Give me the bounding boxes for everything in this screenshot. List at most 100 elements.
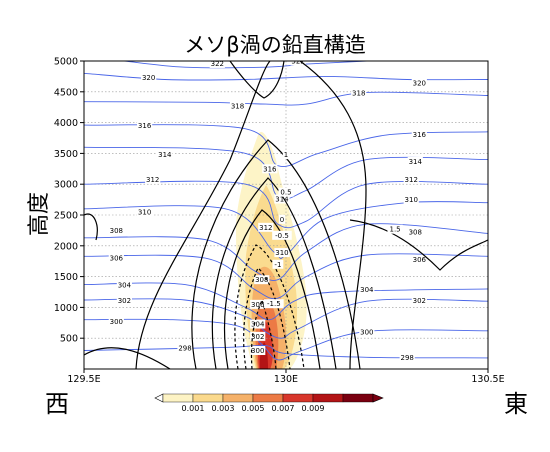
- theta-label-316-bg: [411, 129, 427, 139]
- theta-label-314: 314: [158, 151, 172, 159]
- colorbar-segment: [312, 393, 344, 403]
- theta-contour-306: [84, 253, 488, 300]
- y-tick-label: 4500: [54, 87, 78, 98]
- theta-label-304-bg: [359, 285, 375, 295]
- theta-label-310: 310: [405, 196, 418, 204]
- vorticity-contour-3: [223, 209, 321, 369]
- theta-label-310-bg: [274, 248, 290, 258]
- vorticity-label-0.5-bg: [278, 187, 294, 197]
- vorticity-contours: -1.5 -1 -0.5 0 0.5 1 1.5: [84, 61, 488, 369]
- theta-label-314-bg: [274, 194, 290, 204]
- theta-label-302-bg: [116, 296, 132, 306]
- vorticity-contour-6: [135, 61, 271, 369]
- vorticity-contour-7: [299, 61, 367, 369]
- theta-label-298: 298: [401, 354, 414, 362]
- theta-label-314-bg: [407, 156, 423, 166]
- vorticity-label-1.5: 1.5: [390, 226, 401, 234]
- theta-label-306-bg: [250, 299, 266, 309]
- y-axis: 500 1000 1500 2000 2500 3000 3500 4000 4500 5000: [54, 57, 84, 345]
- theta-contour-302: [84, 298, 488, 339]
- vorticity-label-0.5: 0.5: [280, 189, 291, 197]
- theta-contour-318: [84, 91, 488, 106]
- x-tick-label: 130E: [274, 374, 298, 385]
- vorticity-label-1: 1: [284, 151, 288, 159]
- theta-label-304: 304: [251, 321, 265, 329]
- vorticity-contour-11: [84, 213, 98, 241]
- vorticity-contour-1: [243, 267, 291, 369]
- theta-contour-312: [84, 180, 488, 229]
- theta-label-298-bg: [399, 352, 415, 362]
- y-tick-label: 500: [60, 334, 78, 345]
- colorbar-segment: [192, 393, 224, 403]
- theta-label-322: 322: [211, 60, 224, 68]
- theta-label-318: 318: [231, 102, 244, 110]
- theta-label-320-bg: [411, 78, 427, 88]
- vorticity-contour-5: [191, 139, 361, 369]
- theta-label-312-bg: [258, 222, 274, 232]
- colorbar-segment: [342, 393, 374, 403]
- colorbar: 0.001 0.003 0.005 0.007 0.009: [154, 393, 384, 413]
- theta-label-314: 314: [275, 195, 289, 203]
- y-tick-label: 2000: [54, 241, 78, 252]
- vorticity-label--1-bg: [272, 259, 284, 269]
- vorticity-label-1-bg: [282, 150, 290, 160]
- colorbar-label: 0.009: [302, 404, 325, 413]
- y-axis-label: 高度: [27, 192, 52, 236]
- theta-label-310-bg: [403, 195, 419, 205]
- y-tick-label: 3500: [54, 149, 78, 160]
- theta-label-314-bg: [157, 150, 173, 160]
- theta-label-302: 302: [251, 333, 264, 341]
- colorbar-label: 0.001: [182, 404, 205, 413]
- theta-label-308: 308: [110, 227, 123, 235]
- east-label: 東: [504, 390, 528, 418]
- theta-label-300-bg: [108, 317, 124, 327]
- vorticity-label--1: -1: [274, 261, 281, 269]
- theta-label-322-bg: [209, 61, 225, 68]
- theta-label-316: 316: [263, 165, 277, 173]
- theta-label-306-bg: [108, 253, 124, 263]
- theta-label-316-bg: [137, 121, 153, 131]
- theta-label-316: 316: [138, 122, 152, 130]
- theta-label-306: 306: [251, 301, 265, 309]
- theta-label-312: 312: [146, 176, 159, 184]
- theta-label-308: 308: [409, 229, 422, 237]
- theta-label-304-bg: [116, 280, 132, 290]
- vorticity-contour-10: [229, 61, 285, 99]
- colorbar-segment: [282, 393, 314, 403]
- theta-label-312-bg: [403, 174, 419, 184]
- vorticity-label-1.5-bg: [387, 224, 403, 234]
- colorbar-label: 0.007: [272, 404, 295, 413]
- colorbar-label: 0.005: [242, 404, 265, 413]
- colorbar-high-arrow: [372, 393, 384, 403]
- theta-label-300-bg: [250, 346, 266, 356]
- theta-label-310: 310: [275, 249, 288, 257]
- theta-label-318-bg: [351, 88, 367, 98]
- x-tick-label: 129.5E: [67, 374, 100, 385]
- y-tick-label: 5000: [54, 57, 78, 68]
- theta-label-302: 302: [413, 297, 426, 305]
- vorticity-contour-8: [84, 347, 171, 369]
- theta-label-304: 304: [360, 286, 374, 294]
- theta-label-320-bg: [141, 73, 157, 83]
- colorbar-segment: [252, 393, 284, 403]
- theta-label-298: 298: [178, 345, 191, 353]
- theta-label-320: 320: [142, 74, 155, 82]
- theta-label-300-bg: [359, 327, 375, 337]
- vorticity-contour-9: [349, 219, 488, 271]
- vorticity-label-0-bg: [278, 214, 286, 224]
- theta-label-308-bg: [108, 225, 124, 235]
- y-tick-label: 2500: [54, 211, 78, 222]
- theta-label-304-bg: [250, 319, 266, 329]
- vorticity-label-0: 0: [280, 216, 284, 224]
- theta-label-306: 306: [110, 255, 124, 263]
- theta-label-300: 300: [360, 329, 373, 337]
- y-tick-label: 1000: [54, 303, 78, 314]
- theta-label-312: 312: [259, 224, 272, 232]
- vorticity-contour-4: [211, 177, 337, 369]
- theta-label-298-bg: [177, 343, 193, 353]
- theta-label-318: 318: [352, 90, 365, 98]
- theta-label-300: 300: [251, 347, 264, 355]
- vorticity-contour-0: [250, 298, 277, 369]
- theta-contour-322: [124, 61, 367, 69]
